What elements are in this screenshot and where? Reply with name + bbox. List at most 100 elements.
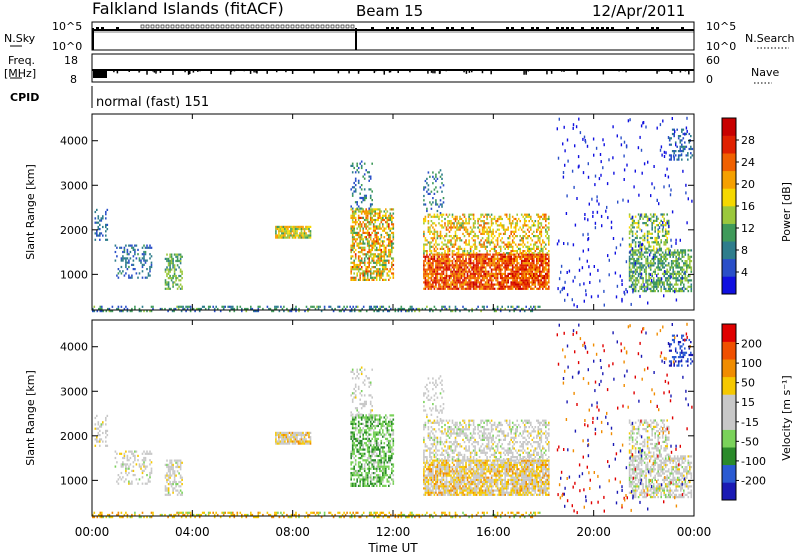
- power-cell: [366, 272, 369, 275]
- power-cell: [669, 268, 671, 271]
- power-cell: [533, 255, 535, 258]
- power-cell: [172, 277, 174, 280]
- nsky-marker: [391, 27, 394, 29]
- power-cell: [200, 307, 202, 311]
- power-cell: [460, 274, 463, 278]
- power-cell: [645, 266, 647, 269]
- power-cell: [684, 275, 687, 278]
- power-cell: [380, 259, 383, 262]
- power-cell: [520, 281, 523, 284]
- power-cell: [672, 272, 674, 275]
- power-cell: [539, 268, 541, 271]
- power-cell: [683, 283, 685, 286]
- power-cell: [299, 236, 301, 239]
- power-cell: [451, 259, 454, 263]
- power-cell: [169, 270, 171, 273]
- power-cell: [423, 287, 425, 290]
- power-cell: [465, 230, 467, 233]
- power-cell: [350, 216, 352, 219]
- power-cell: [435, 270, 437, 273]
- power-cell: [522, 277, 524, 280]
- power-cell: [282, 230, 285, 233]
- power-cell: [366, 212, 369, 215]
- power-cell: [170, 259, 173, 263]
- power-cell: [492, 257, 494, 260]
- freq-marker: [688, 70, 690, 75]
- power-cell: [640, 272, 642, 276]
- power-cell: [664, 249, 667, 252]
- power-cell: [530, 255, 532, 258]
- power-cell: [545, 266, 547, 269]
- power-cell: [368, 278, 370, 281]
- power-cell: [489, 277, 491, 280]
- power-cell: [179, 274, 182, 278]
- power-cell: [374, 214, 376, 217]
- power-cell: [669, 281, 671, 284]
- power-cell: [276, 234, 279, 237]
- nsearch-marker: [270, 24, 275, 29]
- power-cell: [385, 214, 387, 217]
- velocity-cell: [169, 493, 171, 496]
- power-cell: [540, 230, 543, 233]
- power-cell: [117, 307, 120, 311]
- power-cell: [414, 310, 416, 313]
- power-cell: [374, 270, 376, 273]
- power-cell: [514, 279, 517, 282]
- power-cell: [382, 255, 384, 258]
- power-cell: [356, 169, 358, 172]
- power-cell: [487, 283, 490, 286]
- power-cell: [99, 228, 101, 231]
- power-cell: [472, 262, 475, 265]
- power-cell: [483, 272, 485, 275]
- power-cell: [102, 234, 104, 237]
- velocity-cell: [179, 463, 182, 466]
- power-cell: [593, 265, 595, 268]
- power-cell: [507, 266, 509, 269]
- power-cell: [525, 266, 527, 269]
- power-cell: [493, 250, 496, 253]
- power-cell: [632, 288, 634, 292]
- power-cell: [350, 244, 352, 247]
- power-cell: [548, 262, 550, 265]
- power-cell: [380, 244, 383, 247]
- power-cell: [308, 227, 310, 231]
- nsky-marker: [406, 27, 409, 29]
- power-cell: [660, 279, 662, 282]
- power-cell: [681, 249, 684, 252]
- power-cell: [648, 264, 650, 268]
- power-cell: [451, 283, 454, 286]
- power-cell: [99, 238, 101, 241]
- power-cell: [281, 227, 283, 231]
- power-cell: [537, 239, 540, 242]
- power-cell: [539, 287, 541, 290]
- velocity-cell: [302, 440, 304, 443]
- power-cell: [372, 240, 375, 243]
- velocity-cell: [179, 468, 182, 471]
- power-cell: [474, 279, 476, 282]
- velocity-cell: [122, 463, 124, 466]
- power-cell: [456, 237, 458, 240]
- power-cell: [540, 285, 543, 288]
- velocity-cell: [137, 454, 139, 457]
- power-cell: [608, 258, 610, 262]
- power-cell: [471, 307, 473, 311]
- power-cell: [239, 305, 242, 308]
- power-cell: [523, 285, 526, 288]
- power-cell: [670, 188, 672, 192]
- power-cell: [498, 283, 500, 286]
- freq-marker: [275, 70, 278, 73]
- power-cell: [628, 285, 631, 288]
- power-cell: [658, 245, 661, 248]
- power-cell: [423, 253, 425, 256]
- nsearch-marker: [230, 24, 235, 29]
- power-cell: [534, 266, 537, 269]
- power-cell: [307, 307, 309, 311]
- nsearch-marker: [175, 24, 180, 29]
- power-cell: [481, 283, 484, 286]
- power-cell: [117, 276, 120, 279]
- power-cell: [498, 281, 500, 284]
- power-cell: [350, 188, 352, 191]
- power-cell: [658, 257, 661, 261]
- power-cell: [531, 272, 534, 275]
- power-cell: [442, 285, 445, 288]
